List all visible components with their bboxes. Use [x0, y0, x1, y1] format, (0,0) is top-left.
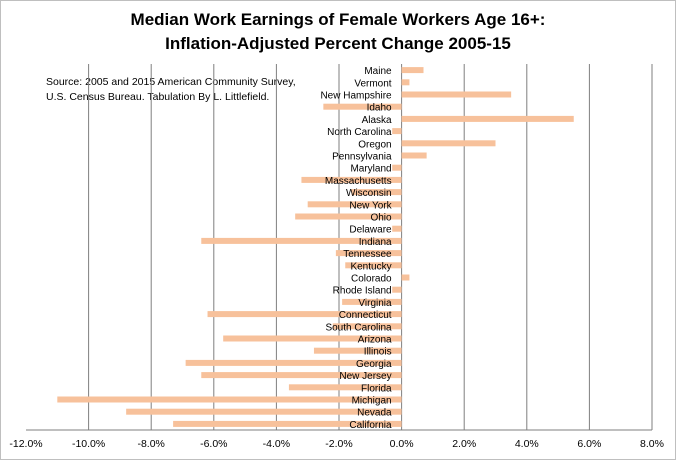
- category-label: California: [349, 420, 392, 431]
- x-tick-label: 0.0%: [390, 438, 414, 450]
- x-tick-label: 2.0%: [452, 438, 476, 450]
- category-label: Michigan: [352, 396, 392, 407]
- bar: [392, 164, 402, 171]
- x-tick-label: 4.0%: [515, 438, 539, 450]
- bar: [392, 225, 402, 232]
- bar: [201, 372, 402, 379]
- bar: [332, 323, 402, 330]
- bar: [401, 152, 427, 159]
- category-label: Connecticut: [339, 310, 392, 321]
- x-axis: -12.0% -10.0% -8.0% -6.0% -4.0% -2.0% 0.0% 2.0%…: [9, 429, 664, 450]
- bar: [335, 250, 402, 257]
- x-tick-label: 6.0%: [577, 438, 601, 450]
- category-label: Idaho: [367, 103, 392, 114]
- category-label: Massachusetts: [325, 176, 392, 187]
- category-label: Arizona: [358, 335, 392, 346]
- chart-title: Median Work Earnings of Female Workers A…: [130, 10, 546, 29]
- category-label: Vermont: [354, 78, 391, 89]
- category-label: Pennsylvania: [332, 152, 392, 163]
- bar: [313, 347, 402, 354]
- bar: [207, 311, 402, 318]
- bar: [323, 103, 402, 110]
- x-tick-label: -2.0%: [325, 438, 352, 450]
- category-label: Illinois: [364, 347, 392, 358]
- bar: [307, 201, 402, 208]
- x-tick-label: -8.0%: [137, 438, 164, 450]
- bar: [288, 384, 402, 391]
- bar: [185, 359, 402, 366]
- source-note-line-1: Source: 2005 and 2015 American Community…: [46, 76, 296, 88]
- bar: [401, 91, 512, 98]
- category-label: Florida: [361, 383, 392, 394]
- bar: [401, 79, 410, 86]
- bar: [401, 67, 424, 74]
- bar: [401, 115, 574, 122]
- category-label: Maryland: [350, 164, 391, 175]
- chart-subtitle: Inflation-Adjusted Percent Change 2005-1…: [165, 34, 511, 53]
- category-label: Indiana: [359, 237, 392, 248]
- bar: [351, 189, 402, 196]
- category-label: South Carolina: [325, 322, 392, 333]
- bar: [401, 140, 496, 147]
- category-label: New Hampshire: [320, 91, 392, 102]
- bar: [392, 128, 402, 135]
- category-label: New Jersey: [339, 371, 391, 382]
- category-label: North Carolina: [327, 127, 392, 138]
- x-tick-label: 8.0%: [640, 438, 664, 450]
- bar: [295, 213, 402, 220]
- bar: [126, 408, 402, 415]
- category-label: New York: [349, 200, 392, 211]
- bar: [392, 286, 402, 293]
- category-label: Kentucky: [350, 261, 391, 272]
- bar: [57, 396, 402, 403]
- category-label: Ohio: [370, 213, 392, 224]
- category-label: Alaska: [362, 115, 392, 126]
- category-label: Oregon: [358, 139, 391, 150]
- category-label: Tennessee: [343, 249, 392, 260]
- bar: [301, 176, 402, 183]
- bar: [201, 237, 402, 244]
- category-label: Delaware: [349, 225, 392, 236]
- category-label: Colorado: [351, 274, 392, 285]
- bar: [401, 274, 410, 281]
- x-tick-label: -12.0%: [9, 438, 42, 450]
- x-tick-label: -6.0%: [200, 438, 227, 450]
- bar: [345, 262, 402, 269]
- bar: [173, 420, 402, 427]
- x-tick-label: -4.0%: [263, 438, 290, 450]
- bar: [342, 298, 402, 305]
- x-tick-label: -10.0%: [72, 438, 105, 450]
- bars: [57, 67, 574, 427]
- category-label: Virginia: [358, 298, 392, 309]
- gridlines: [88, 64, 653, 430]
- category-label: Maine: [364, 66, 392, 77]
- category-label: Rhode Island: [333, 286, 392, 297]
- category-label: Wisconsin: [346, 188, 392, 199]
- bar: [223, 335, 402, 342]
- category-label: Georgia: [356, 359, 392, 370]
- category-label: Nevada: [357, 408, 392, 419]
